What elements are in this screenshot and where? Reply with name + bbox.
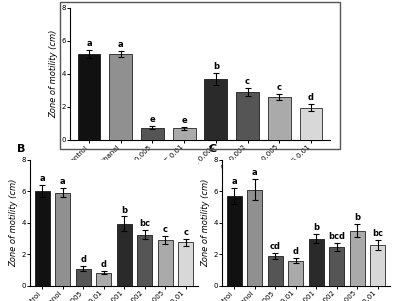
Text: bc: bc: [372, 229, 383, 238]
Bar: [204, 79, 227, 140]
Text: a: a: [86, 39, 92, 48]
Bar: [109, 54, 132, 140]
Text: A: A: [49, 0, 58, 2]
Bar: [78, 54, 100, 140]
Text: b: b: [121, 206, 127, 215]
Text: c: c: [183, 228, 188, 237]
Y-axis label: Zone of motility (cm): Zone of motility (cm): [202, 178, 210, 267]
Text: e: e: [150, 115, 155, 124]
Text: a: a: [60, 177, 66, 186]
Text: B: B: [16, 144, 25, 154]
Bar: [288, 261, 303, 286]
Bar: [173, 128, 196, 140]
Bar: [300, 108, 322, 140]
Text: c: c: [245, 77, 250, 86]
Bar: [117, 224, 132, 286]
Text: b: b: [313, 223, 319, 232]
Text: bc: bc: [139, 219, 150, 228]
Text: d: d: [101, 260, 107, 269]
Bar: [370, 245, 385, 286]
Text: a: a: [40, 174, 45, 183]
Bar: [35, 191, 50, 286]
Bar: [96, 272, 111, 286]
Text: d: d: [308, 93, 314, 102]
Text: C: C: [208, 144, 217, 154]
Text: b: b: [213, 62, 219, 71]
Text: a: a: [232, 177, 237, 186]
Bar: [141, 128, 164, 140]
Text: d: d: [80, 255, 86, 264]
Bar: [268, 256, 283, 286]
Bar: [76, 268, 91, 286]
Bar: [158, 240, 172, 286]
Bar: [248, 190, 262, 286]
Text: c: c: [277, 82, 282, 92]
Bar: [236, 92, 259, 140]
Bar: [268, 97, 291, 140]
Y-axis label: Zone of motility (cm): Zone of motility (cm): [50, 29, 58, 118]
Text: a: a: [118, 39, 124, 48]
Bar: [227, 196, 242, 286]
Bar: [350, 231, 364, 286]
Y-axis label: Zone of motility (cm): Zone of motility (cm): [10, 178, 18, 267]
Text: cd: cd: [270, 242, 281, 251]
Bar: [56, 193, 70, 286]
Text: c: c: [163, 225, 168, 234]
Text: a: a: [252, 168, 258, 177]
Bar: [329, 247, 344, 286]
Text: d: d: [293, 247, 299, 256]
Bar: [137, 234, 152, 286]
Bar: [178, 243, 193, 286]
Text: e: e: [181, 116, 187, 125]
Text: b: b: [354, 213, 360, 222]
Bar: [309, 238, 324, 286]
Text: bcd: bcd: [328, 232, 345, 241]
